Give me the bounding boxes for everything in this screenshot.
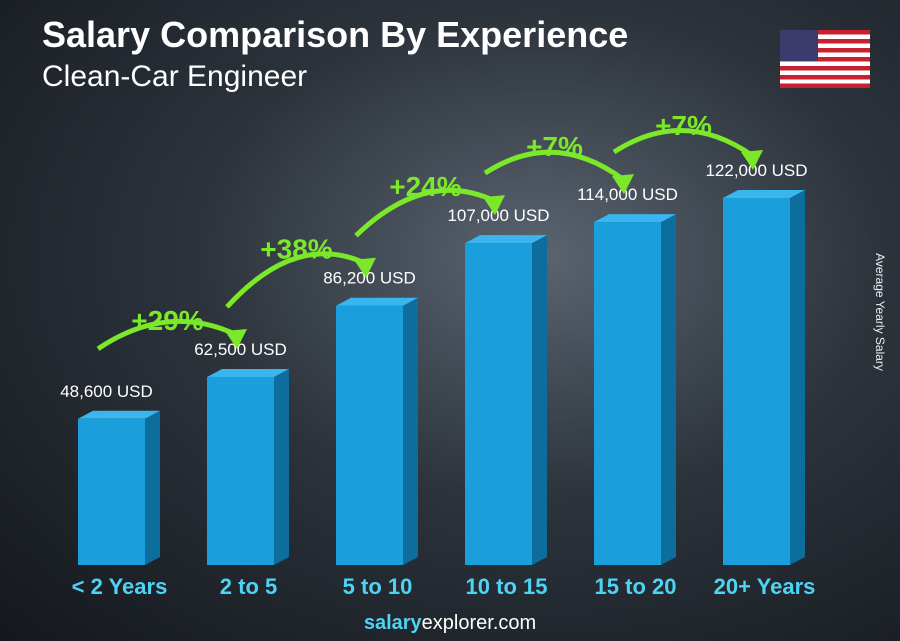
arrow-head-icon — [483, 195, 505, 216]
bar — [78, 418, 145, 565]
value-label: 48,600 USD — [60, 382, 153, 401]
bar-top — [465, 235, 547, 244]
change-arrow — [96, 318, 239, 351]
arrow-head-icon — [354, 257, 376, 278]
footer-brand-rest: explorer.com — [421, 612, 537, 634]
change-label: +7% — [655, 110, 712, 141]
bar-side — [532, 235, 547, 565]
footer-brand-salary: salary — [363, 612, 422, 634]
bar-top — [594, 214, 676, 223]
chart-subtitle: Clean-Car Engineer — [42, 60, 308, 93]
value-label: 62,500 USD — [194, 340, 287, 359]
change-label: +38% — [260, 234, 332, 265]
bar — [336, 305, 403, 565]
bar — [594, 222, 661, 566]
category-label: 5 to 10 — [343, 574, 413, 599]
change-arrow — [612, 128, 755, 159]
bar-side — [661, 214, 676, 566]
bar-top — [336, 297, 418, 306]
bar-side — [145, 410, 160, 565]
change-arrow — [354, 187, 497, 238]
arrow-head-icon — [741, 150, 763, 170]
change-label: +24% — [389, 171, 461, 202]
us-flag-icon — [780, 30, 870, 88]
value-label: 122,000 USD — [705, 161, 807, 180]
category-label: 20+ Years — [714, 574, 816, 599]
y-axis-label: Average Yearly Salary — [873, 253, 887, 371]
value-label: 86,200 USD — [323, 269, 416, 288]
change-label: +29% — [131, 305, 203, 336]
bar-side — [403, 297, 418, 565]
chart-title: Salary Comparison By Experience — [42, 14, 629, 55]
arrow-head-icon — [225, 328, 247, 349]
bar-top — [723, 190, 805, 198]
bar — [723, 198, 790, 565]
bar-top — [78, 410, 160, 419]
value-label: 107,000 USD — [447, 206, 549, 225]
bar — [465, 243, 532, 565]
bar-side — [274, 368, 289, 565]
category-label: 10 to 15 — [466, 574, 548, 599]
value-label: 114,000 USD — [577, 185, 678, 204]
change-arrow — [225, 251, 368, 309]
bar-side — [790, 190, 805, 565]
bar — [207, 376, 274, 565]
category-label: 15 to 20 — [595, 574, 677, 599]
category-label: 2 to 5 — [220, 574, 277, 599]
footer-brand[interactable]: salaryexplorer.com — [0, 612, 900, 635]
category-label: < 2 Years — [72, 574, 168, 599]
change-label: +7% — [526, 131, 583, 162]
bar-top — [207, 368, 289, 377]
arrow-head-icon — [612, 174, 634, 195]
change-arrow — [483, 149, 626, 183]
